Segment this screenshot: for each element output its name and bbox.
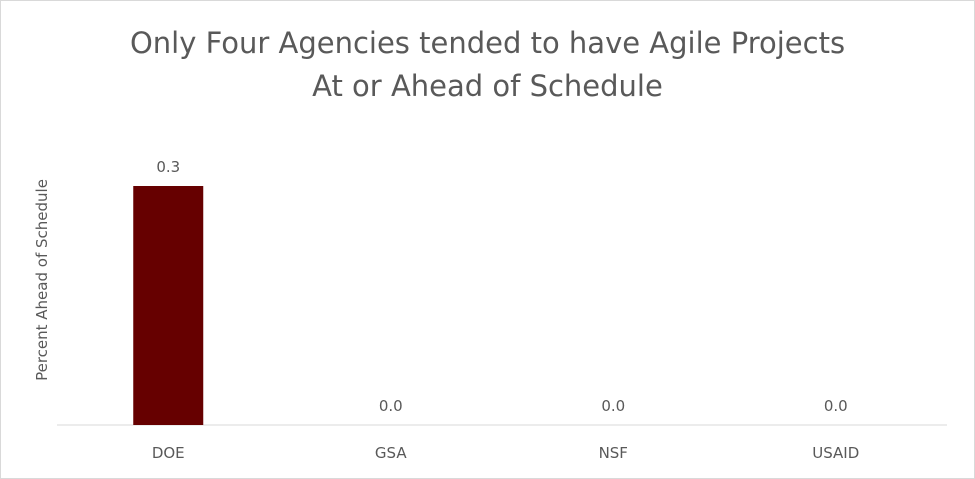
x-tick-label-gsa: GSA: [375, 444, 407, 462]
chart-title: Only Four Agencies tended to have Agile …: [0, 22, 975, 108]
x-tick-label-nsf: NSF: [599, 444, 628, 462]
data-label-nsf: 0.0: [601, 397, 625, 415]
chart-title-line-2: At or Ahead of Schedule: [312, 69, 663, 103]
chart-title-line-1: Only Four Agencies tended to have Agile …: [129, 26, 846, 60]
x-tick-label-doe: DOE: [152, 444, 185, 462]
data-label-usaid: 0.0: [824, 397, 848, 415]
bar-doe: [133, 186, 204, 425]
data-label-doe: 0.3: [156, 158, 180, 176]
x-tick-label-usaid: USAID: [812, 444, 859, 462]
data-label-gsa: 0.0: [379, 397, 403, 415]
